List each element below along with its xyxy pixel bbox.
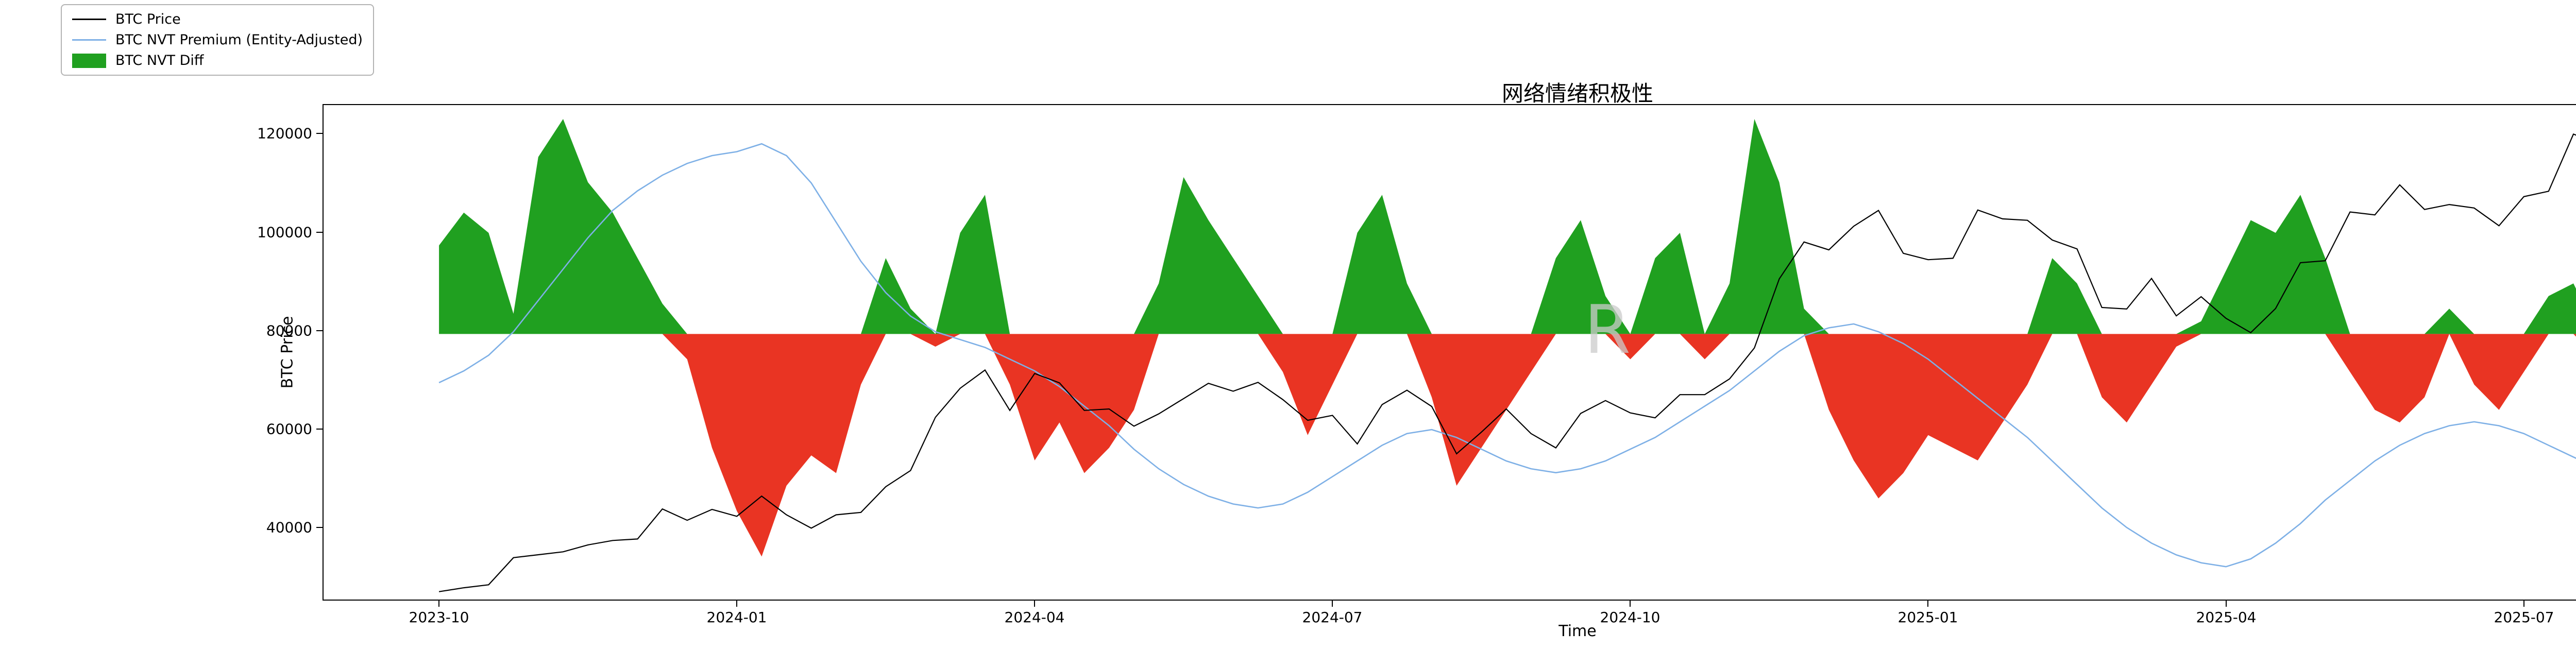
btc-price-line xyxy=(438,133,2576,592)
legend-item-btc-price: BTC Price xyxy=(72,11,363,27)
chart-title: 网络情绪积极性 xyxy=(1501,81,1654,106)
legend: BTC Price BTC NVT Premium (Entity-Adjust… xyxy=(61,4,375,76)
legend-label: BTC NVT Diff xyxy=(115,53,204,69)
nvt-premium-line xyxy=(438,143,2576,568)
x-tick-mark xyxy=(1332,601,1333,607)
green-patch-sample-icon xyxy=(72,53,106,68)
x-tick-mark xyxy=(2226,601,2227,607)
price-tick-mark xyxy=(316,429,323,430)
legend-label: BTC Price xyxy=(115,11,181,27)
x-tick-mark xyxy=(1630,601,1631,607)
blue-line-sample-icon xyxy=(72,39,106,41)
x-tick-label: 2024-10 xyxy=(1600,609,1660,626)
x-tick-mark xyxy=(1034,601,1035,607)
price-tick-label: 100000 xyxy=(257,224,312,241)
price-tick-label: 120000 xyxy=(257,125,312,142)
x-axis-label: Time xyxy=(1558,622,1597,640)
legend-item-nvt-premium: BTC NVT Premium (Entity-Adjusted) xyxy=(72,32,363,48)
price-tick-mark xyxy=(316,232,323,233)
x-tick-label: 2025-07 xyxy=(2494,609,2554,626)
watermark: R xyxy=(1584,291,1631,369)
x-tick-mark xyxy=(438,601,439,607)
price-tick-mark xyxy=(316,330,323,331)
x-tick-label: 2024-07 xyxy=(1302,609,1363,626)
price-tick-mark xyxy=(316,527,323,528)
plot-area: R xyxy=(323,104,2576,601)
nvt-diff-negative-area xyxy=(439,334,2576,557)
x-tick-mark xyxy=(2523,601,2524,607)
legend-item-nvt-diff: BTC NVT Diff xyxy=(72,53,363,69)
x-tick-label: 2024-01 xyxy=(706,609,767,626)
black-line-sample-icon xyxy=(72,19,106,20)
x-tick-label: 2025-01 xyxy=(1897,609,1958,626)
x-tick-label: 2025-04 xyxy=(2196,609,2257,626)
legend-label: BTC NVT Premium (Entity-Adjusted) xyxy=(115,32,363,48)
price-tick-label: 80000 xyxy=(266,322,312,339)
price-tick-mark xyxy=(316,133,323,134)
x-tick-mark xyxy=(1927,601,1928,607)
x-tick-mark xyxy=(736,601,737,607)
price-tick-label: 40000 xyxy=(266,519,312,536)
price-tick-label: 60000 xyxy=(266,420,312,438)
chart-canvas xyxy=(438,119,2576,592)
x-tick-label: 2024-04 xyxy=(1004,609,1065,626)
nvt-diff-positive-area xyxy=(439,119,2576,334)
x-tick-label: 2023-10 xyxy=(409,609,469,626)
